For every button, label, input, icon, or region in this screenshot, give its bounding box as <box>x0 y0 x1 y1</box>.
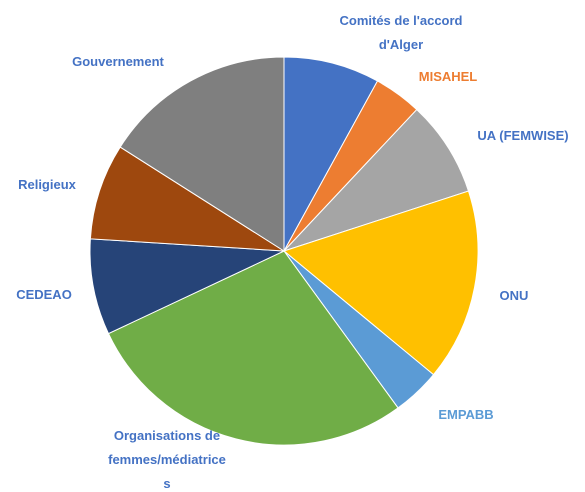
pie-slice <box>89 238 285 335</box>
pie-slice <box>119 56 285 252</box>
slice-label: Comités de l'accord d'Alger <box>339 13 462 52</box>
slice-label: MISAHEL <box>419 69 478 84</box>
slice-label: ONU <box>500 288 529 303</box>
pie-slice <box>282 190 479 376</box>
slice-label: UA (FEMWISE) <box>477 128 568 143</box>
slice-label: CEDEAO <box>16 287 72 302</box>
pie-slice <box>107 250 399 446</box>
slice-label: Organisations de femmes/médiatrice s <box>108 428 226 491</box>
slice-label: Religieux <box>18 177 77 192</box>
pie-slice <box>89 146 285 252</box>
pie-slice <box>283 56 379 252</box>
pie-slice <box>283 108 470 252</box>
slice-label: EMPABB <box>438 407 493 422</box>
slice-label: Gouvernement <box>72 54 164 69</box>
